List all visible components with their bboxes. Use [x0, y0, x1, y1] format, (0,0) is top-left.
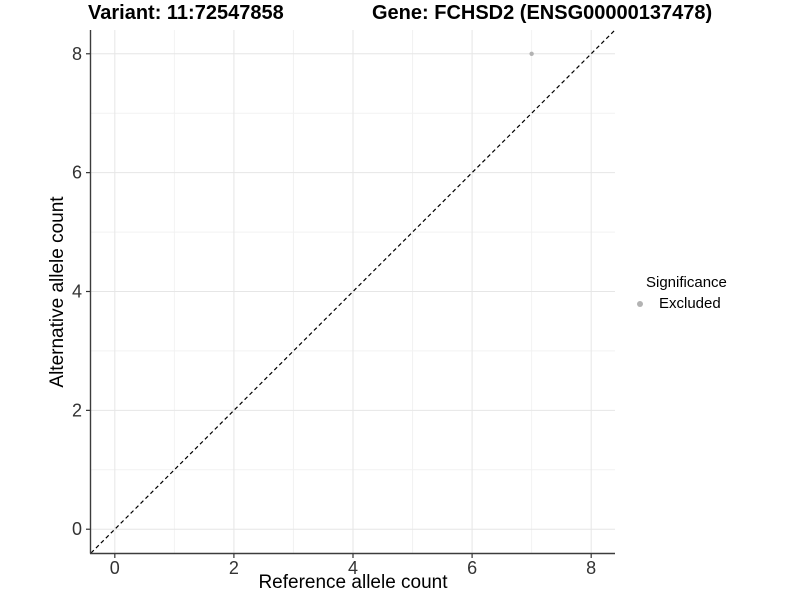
x-tick-label: 6 [467, 558, 477, 578]
x-tick-label: 0 [110, 558, 120, 578]
identity-reference-line [90, 29, 616, 554]
y-tick-label: 4 [72, 282, 82, 302]
y-tick-label: 2 [72, 400, 82, 420]
data-point [529, 51, 534, 56]
x-tick-label: 8 [586, 558, 596, 578]
y-axis-title: Alternative allele count [47, 196, 68, 388]
plot-title-gene: Gene: FCHSD2 (ENSG00000137478) [372, 2, 713, 24]
legend-key [632, 296, 648, 312]
legend-item-label: Excluded [659, 295, 721, 312]
plot-title-variant: Variant: 11:72547858 [88, 2, 284, 24]
legend-item-excluded: Excluded [632, 295, 727, 312]
x-tick-label: 2 [229, 558, 239, 578]
excluded-point-icon [637, 300, 643, 307]
x-tick-label: 4 [348, 558, 358, 578]
x-axis-title: Reference allele count [258, 572, 448, 593]
legend: Significance Excluded [632, 274, 727, 312]
y-tick-label: 8 [72, 44, 82, 64]
y-tick-label: 0 [72, 519, 82, 539]
legend-title: Significance [646, 274, 727, 291]
y-tick-label: 6 [72, 163, 82, 183]
